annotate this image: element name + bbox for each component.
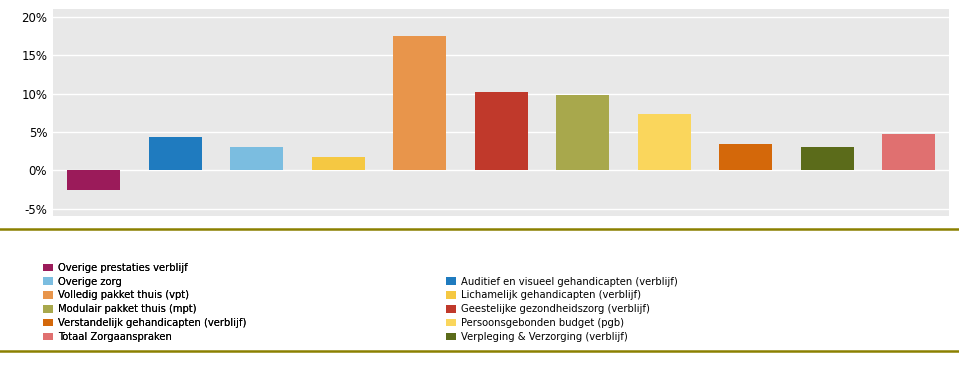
Bar [475,92,527,170]
Bar [801,147,854,170]
Bar [393,36,446,170]
Bar [556,95,609,170]
Bar [882,134,935,170]
Bar [719,144,772,170]
Bar [638,114,690,170]
Bar [67,170,120,189]
Bar [312,157,364,170]
Legend: Auditief en visueel gehandicapten (verblijf), Lichamelijk gehandicapten (verblij: Auditief en visueel gehandicapten (verbl… [446,277,678,342]
Bar [230,147,283,170]
Legend: Overige prestaties verblijf, Overige zorg, Volledig pakket thuis (vpt), Modulair: Overige prestaties verblijf, Overige zor… [43,263,246,342]
Bar [149,137,201,170]
